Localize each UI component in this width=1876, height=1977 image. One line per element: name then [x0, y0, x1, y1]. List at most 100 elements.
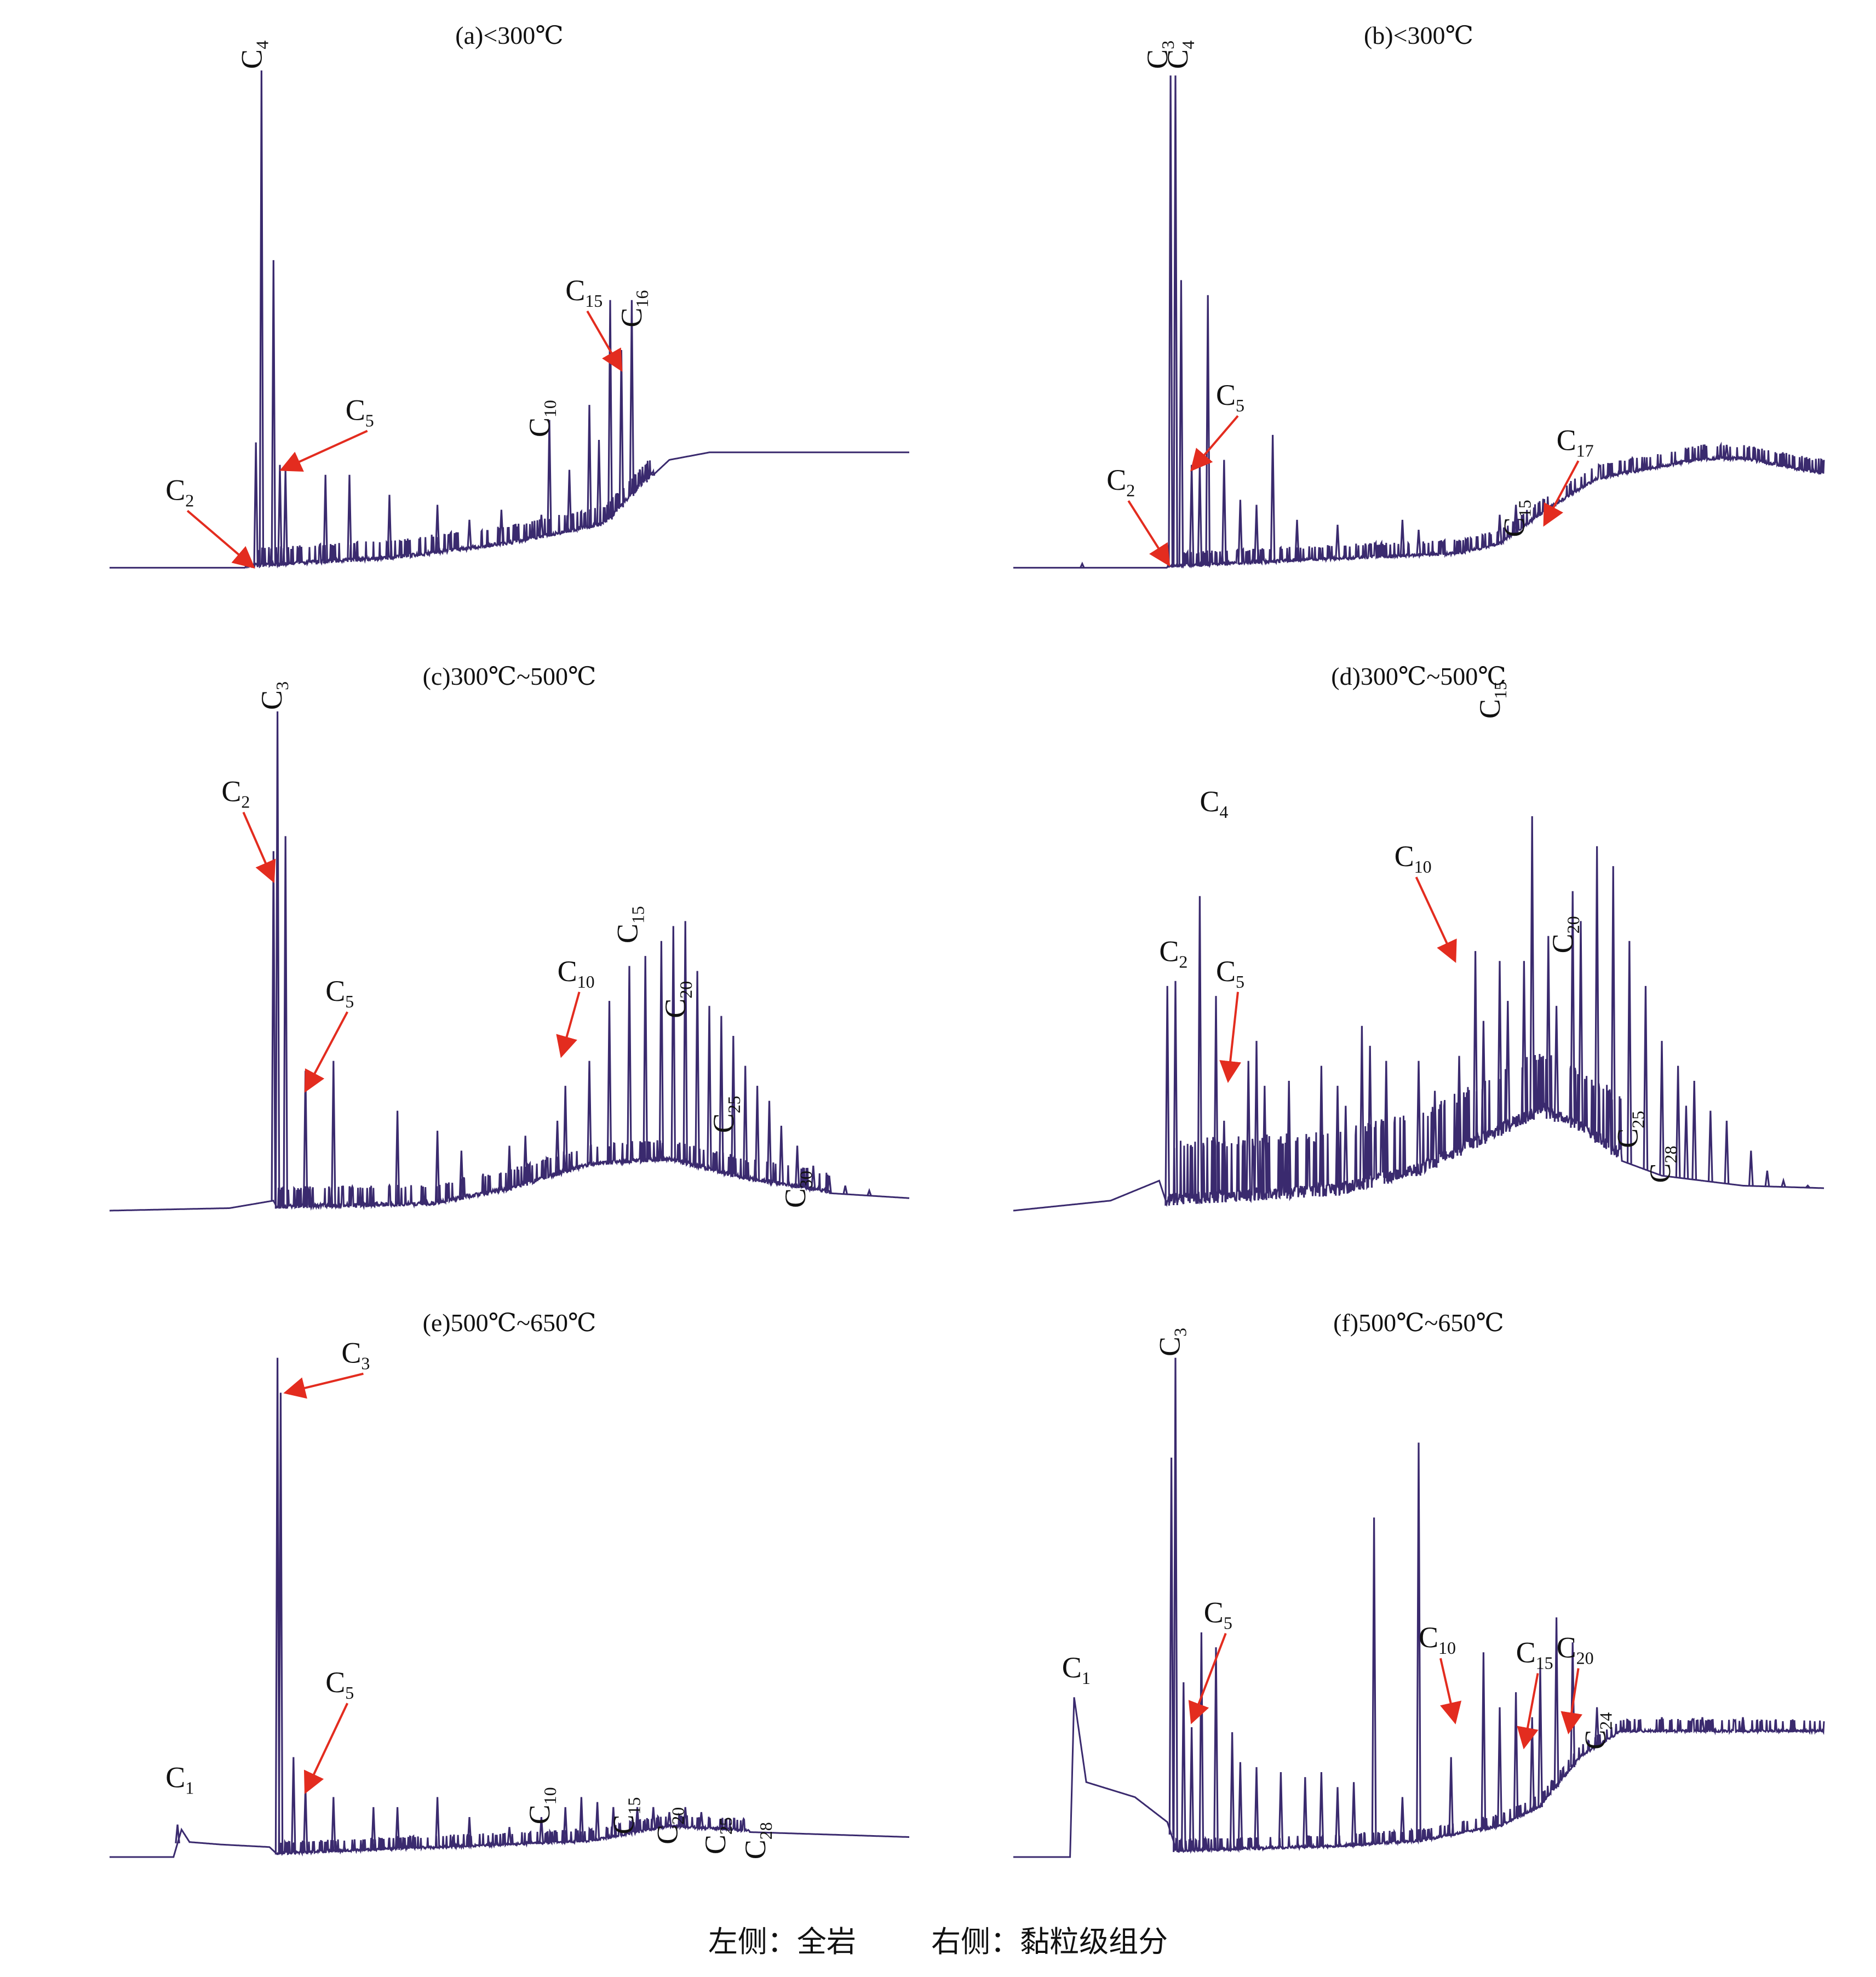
peak-d-13: [1367, 1046, 1373, 1188]
peak-f-4: [1198, 1632, 1204, 1852]
peak-c-18: [682, 921, 688, 1165]
peak-c-28: [811, 1165, 816, 1191]
peak-b-1: [1168, 75, 1173, 568]
peak-c-21: [719, 1016, 724, 1174]
peak-b-2: [1173, 75, 1178, 568]
peak-a-15: [596, 439, 602, 526]
peak-arrow-b-5: [1190, 415, 1239, 472]
peak-a-18: [629, 300, 635, 496]
peak-label-b-15: C15: [1498, 500, 1534, 537]
peak-arrow-d-5: [1219, 992, 1242, 1084]
peak-b-7: [1221, 460, 1227, 565]
peak-d-5: [1246, 1061, 1252, 1201]
peak-arrow-e-5: [303, 1703, 349, 1795]
peak-f-14: [1371, 1517, 1377, 1845]
peak-c-14: [627, 966, 632, 1164]
peak-d-39: [1764, 1170, 1770, 1187]
peak-b-8: [1237, 500, 1243, 565]
peak-c-5: [394, 1110, 400, 1207]
peak-d-9: [1318, 1065, 1324, 1197]
peak-c-7: [458, 1150, 464, 1200]
signal-trace-c: [110, 1140, 910, 1212]
peak-b-4: [1189, 465, 1195, 567]
peak-e-17: [651, 1807, 656, 1830]
peak-d-4: [1221, 1120, 1227, 1202]
peak-label-c-3: C3: [255, 681, 292, 710]
peak-f-28: [1700, 1717, 1705, 1733]
signal-trace-a: [110, 451, 909, 569]
peak-e-15: [611, 1807, 616, 1838]
peak-label-d-10: C10: [1395, 840, 1432, 876]
peak-e-11: [538, 1816, 544, 1844]
panel-title-a: (a)<300℃: [455, 21, 563, 49]
peak-f-15: [1416, 1442, 1421, 1842]
caption-right: 右侧：黏粒级组分: [931, 1924, 1168, 1959]
peak-d-7: [1261, 1086, 1267, 1200]
peak-d-15: [1416, 1061, 1421, 1176]
panel-title-b: (b)<300℃: [1364, 21, 1473, 49]
peak-label-e-5: C5: [325, 1666, 354, 1703]
peak-label-e-28: C28: [739, 1822, 776, 1859]
peak-e-20: [698, 1812, 704, 1830]
peak-d-22: [1521, 961, 1527, 1124]
peak-d-24: [1545, 936, 1551, 1119]
peak-c-13: [606, 1001, 612, 1165]
peak-arrow-e-3: [283, 1372, 364, 1399]
peak-e-14: [594, 1802, 600, 1841]
chromatogram-panel-f: (f)500℃~650℃ C3 C1 C5 C10 C15 C20 C24: [1013, 1309, 1825, 1858]
peak-a-12: [547, 420, 552, 537]
peak-label-d-2: C2: [1159, 935, 1187, 971]
peak-c-10: [554, 1120, 560, 1176]
peak-e-18: [667, 1812, 672, 1827]
peak-a-8: [434, 505, 440, 554]
peak-label-c-5: C5: [325, 975, 354, 1011]
peak-f-8: [1254, 1767, 1259, 1850]
peak-c-6: [434, 1131, 440, 1205]
peak-arrow-b-2: [1127, 500, 1171, 567]
peak-c-22: [731, 1035, 736, 1177]
peak-c-29: [827, 1176, 832, 1194]
peak-a-6: [347, 474, 352, 562]
peak-e-7: [394, 1807, 400, 1850]
peak-arrow-c-2: [242, 811, 276, 884]
peak-b-5: [1197, 465, 1203, 566]
peak-c-20: [707, 1006, 712, 1171]
peak-arrow-d-10: [1415, 876, 1457, 963]
peak-e-9: [467, 1817, 472, 1847]
peak-c-4: [331, 1061, 336, 1208]
peak-label-b-5: C5: [1216, 379, 1244, 415]
peak-a-1: [259, 70, 265, 567]
peak-f-12: [1335, 1787, 1340, 1847]
peak-arrow-f-20: [1561, 1668, 1582, 1735]
peak-label-b-2: C2: [1106, 463, 1135, 500]
peak-label-e-15: C15: [607, 1797, 644, 1835]
peak-d-35: [1691, 1080, 1697, 1180]
peak-e-1: [274, 1357, 280, 1855]
peak-f-18: [1481, 1652, 1487, 1830]
peak-a-7: [387, 495, 392, 560]
peak-b-10: [1270, 434, 1276, 563]
peak-arrow-f-15: [1517, 1673, 1539, 1750]
peak-f-20: [1513, 1692, 1519, 1819]
peak-a-9: [467, 519, 472, 550]
peak-d-0: [1164, 985, 1171, 1206]
peak-b-9: [1254, 505, 1259, 564]
peak-arrow-b-17: [1543, 460, 1580, 527]
peak-f-29: [1740, 1717, 1746, 1733]
peak-label-a-15: C15: [565, 274, 603, 311]
panel-title-d: (d)300℃~500℃: [1331, 662, 1506, 690]
peak-arrow-a-5: [279, 429, 368, 472]
peak-f-11: [1318, 1772, 1324, 1848]
signal-trace-e: [110, 1812, 909, 1858]
peak-f-6: [1229, 1732, 1235, 1850]
peak-e-4: [302, 1787, 308, 1854]
peak-d-29: [1610, 866, 1616, 1155]
peak-d-18: [1472, 951, 1478, 1148]
peak-d-2: [1197, 896, 1203, 1204]
peak-c-27: [794, 1145, 800, 1189]
peak-d-30: [1626, 941, 1632, 1164]
peak-f-25: [1594, 1707, 1600, 1747]
peak-label-c-15: C15: [611, 906, 648, 943]
